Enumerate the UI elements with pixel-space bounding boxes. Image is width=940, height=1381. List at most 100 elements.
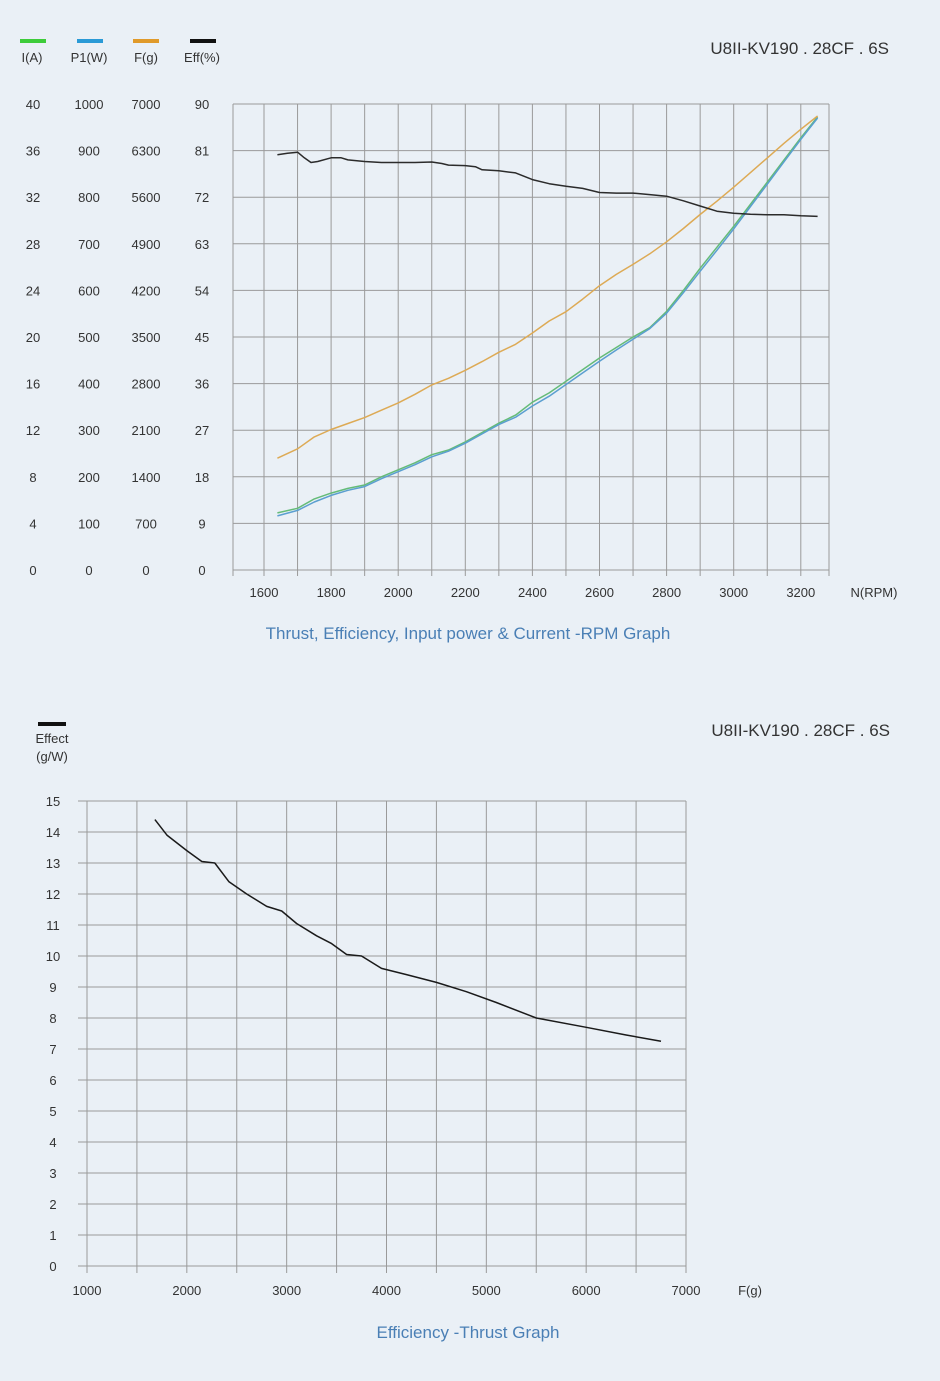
model-label: U8II-KV190 . 28CF . 6S <box>711 721 890 740</box>
chart-caption: Thrust, Efficiency, Input power & Curren… <box>266 624 671 643</box>
y-tick-label: 81 <box>195 144 209 159</box>
x-tick-label: 2400 <box>518 585 547 600</box>
x-tick-label: 5000 <box>472 1283 501 1298</box>
x-tick-label: 3000 <box>719 585 748 600</box>
legend-label-thrust: F(g) <box>134 50 158 65</box>
y-tick-label: 0 <box>29 563 36 578</box>
y-tick-label: 6 <box>49 1073 56 1088</box>
y-tick-label: 1 <box>49 1228 56 1243</box>
x-tick-label: 4000 <box>372 1283 401 1298</box>
y-tick-label: 4200 <box>132 283 161 298</box>
y-tick-label: 2 <box>49 1197 56 1212</box>
y-axis-label-line1: Effect <box>35 731 68 746</box>
y-tick-label: 9 <box>49 980 56 995</box>
y-tick-label: 10 <box>46 949 60 964</box>
y-tick-label: 4 <box>29 516 36 531</box>
series-line-effect <box>154 819 662 1043</box>
y-tick-labels: 4036322824201612840100090080070060050040… <box>26 97 209 578</box>
x-axis-label: F(g) <box>738 1283 762 1298</box>
rpm-chart: I(A) P1(W) F(g) Eff(%) U8II-KV190 . 28CF… <box>20 39 897 643</box>
x-tick-label: 1000 <box>73 1283 102 1298</box>
y-tick-label: 15 <box>46 794 60 809</box>
series-lines <box>154 819 662 1043</box>
grid <box>78 800 687 1273</box>
y-tick-label: 7000 <box>132 97 161 112</box>
legend-label-current: I(A) <box>22 50 43 65</box>
y-tick-label: 16 <box>26 377 40 392</box>
y-tick-label: 90 <box>195 97 209 112</box>
y-tick-label: 72 <box>195 190 209 205</box>
y-tick-label: 1400 <box>132 470 161 485</box>
y-tick-label: 0 <box>198 563 205 578</box>
x-tick-label: 2000 <box>172 1283 201 1298</box>
x-tick-label: 2600 <box>585 585 614 600</box>
y-tick-label: 600 <box>78 283 100 298</box>
y-tick-label: 40 <box>26 97 40 112</box>
x-tick-label: 2000 <box>384 585 413 600</box>
x-tick-label: 6000 <box>572 1283 601 1298</box>
y-tick-label: 500 <box>78 330 100 345</box>
x-tick-labels: 1600 1800 2000 2200 2400 2600 2800 3000 3200 <box>250 585 816 600</box>
y-tick-label: 5600 <box>132 190 161 205</box>
chart-caption: Efficiency -Thrust Graph <box>377 1323 560 1342</box>
x-tick-label: 1800 <box>317 585 346 600</box>
y-tick-label: 2800 <box>132 377 161 392</box>
y-tick-label: 2100 <box>132 423 161 438</box>
y-tick-label: 12 <box>26 423 40 438</box>
series-line-ia <box>277 116 819 514</box>
y-tick-label: 0 <box>142 563 149 578</box>
y-tick-label: 12 <box>46 887 60 902</box>
y-tick-label: 36 <box>26 144 40 159</box>
y-tick-label: 24 <box>26 283 40 298</box>
x-tick-label: 7000 <box>672 1283 701 1298</box>
y-tick-label: 900 <box>78 144 100 159</box>
y-tick-label: 1000 <box>75 97 104 112</box>
series-line-p1w <box>277 117 819 517</box>
y-tick-label: 5 <box>49 1104 56 1119</box>
y-tick-label: 54 <box>195 283 209 298</box>
y-tick-label: 400 <box>78 377 100 392</box>
y-tick-label: 63 <box>195 237 209 252</box>
x-tick-label: 3200 <box>786 585 815 600</box>
legend-label-efficiency: Eff(%) <box>184 50 220 65</box>
y-axis-label-line2: (g/W) <box>36 749 68 764</box>
y-tick-label: 700 <box>135 516 157 531</box>
y-tick-label: 32 <box>26 190 40 205</box>
y-tick-label: 6300 <box>132 144 161 159</box>
y-tick-label: 700 <box>78 237 100 252</box>
y-tick-label: 4900 <box>132 237 161 252</box>
legend: I(A) P1(W) F(g) Eff(%) <box>20 39 220 65</box>
y-tick-label: 8 <box>29 470 36 485</box>
y-tick-label: 3 <box>49 1166 56 1181</box>
thrust-efficiency-chart: Effect (g/W) U8II-KV190 . 28CF . 6S 1514… <box>35 721 890 1342</box>
y-tick-label: 100 <box>78 516 100 531</box>
y-tick-label: 27 <box>195 423 209 438</box>
x-tick-label: 1600 <box>250 585 279 600</box>
x-tick-label: 3000 <box>272 1283 301 1298</box>
y-tick-label: 11 <box>46 918 60 933</box>
y-tick-label: 300 <box>78 423 100 438</box>
grid <box>232 103 830 576</box>
y-tick-label: 7 <box>49 1042 56 1057</box>
y-tick-label: 800 <box>78 190 100 205</box>
y-tick-label: 0 <box>49 1259 56 1274</box>
x-tick-label: 2800 <box>652 585 681 600</box>
y-tick-label: 200 <box>78 470 100 485</box>
y-tick-label: 14 <box>46 825 60 840</box>
x-tick-label: 2200 <box>451 585 480 600</box>
y-tick-label: 4 <box>49 1135 56 1150</box>
legend-label-power: P1(W) <box>71 50 108 65</box>
y-tick-label: 3500 <box>132 330 161 345</box>
y-tick-label: 45 <box>195 330 209 345</box>
y-tick-label: 0 <box>85 563 92 578</box>
series-line-eff <box>277 151 818 218</box>
x-axis-label: N(RPM) <box>851 585 898 600</box>
y-tick-label: 9 <box>198 516 205 531</box>
x-tick-labels: 1000 2000 3000 4000 5000 6000 7000 <box>73 1283 701 1298</box>
series-line-fg <box>277 115 819 459</box>
y-tick-label: 8 <box>49 1011 56 1026</box>
y-tick-label: 36 <box>195 377 209 392</box>
